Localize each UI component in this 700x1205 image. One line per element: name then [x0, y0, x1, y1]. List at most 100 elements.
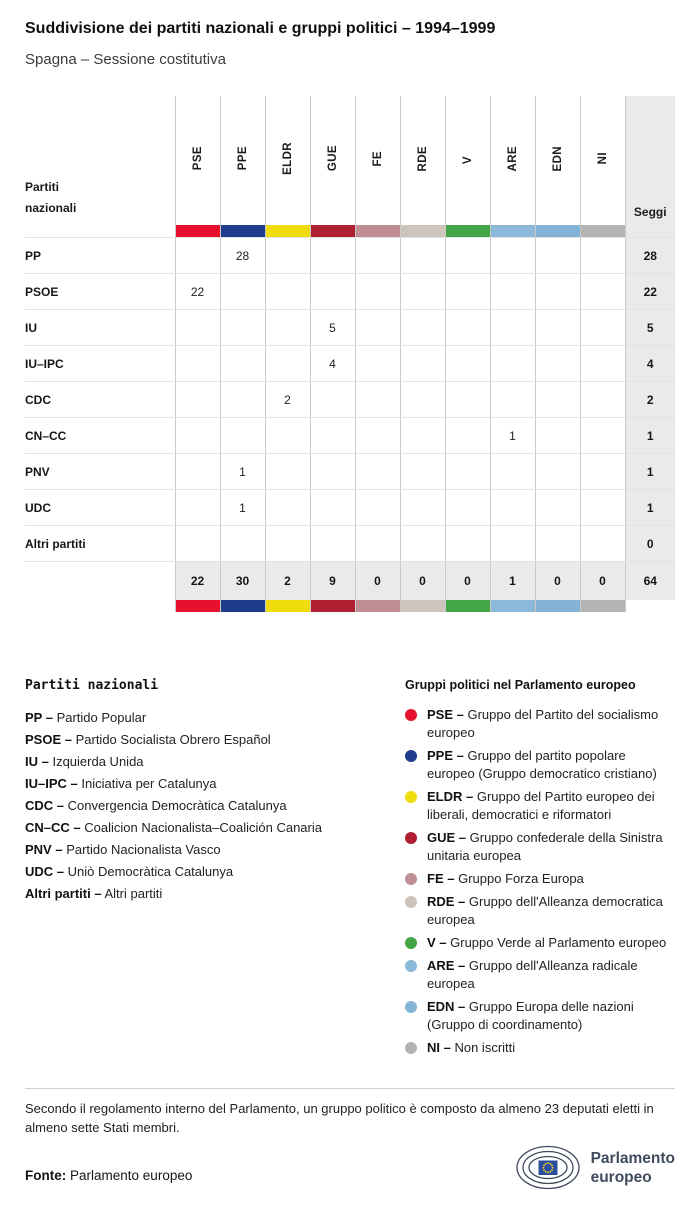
group-color-dot	[405, 1042, 417, 1054]
party-group-table: Partiti nazionali PSE PPE ELDR GUE FE RD…	[25, 96, 675, 612]
color-bar-rde	[399, 224, 445, 238]
group-desc: Gruppo Forza Europa	[458, 871, 584, 886]
party-label: CDC	[25, 381, 175, 418]
group-color-dot	[405, 896, 417, 908]
group-abbr: V –	[427, 935, 447, 950]
group-abbr: PPE –	[427, 748, 464, 763]
color-bar-edn	[534, 600, 580, 612]
total-seats: 64	[624, 561, 675, 600]
cell: 1	[219, 489, 265, 526]
group-color-bar-row	[25, 224, 675, 238]
legend-party-item: IU – Izquierda Unida	[25, 751, 405, 773]
legend-party-item: PSOE – Partido Socialista Obrero Español	[25, 729, 405, 751]
cell	[309, 489, 355, 526]
cell	[534, 309, 580, 346]
cell	[174, 237, 220, 274]
cell	[219, 345, 265, 382]
totals-row: 22 30 2 9 0 0 0 1 0 0 64	[25, 561, 675, 601]
cell	[264, 309, 310, 346]
seats-cell: 4	[624, 345, 675, 382]
seats-cell: 1	[624, 417, 675, 454]
cell	[444, 417, 490, 454]
infographic-page: Suddivisione dei partiti nazionali e gru…	[25, 20, 675, 1062]
column-header-seats: Seggi	[624, 96, 675, 224]
party-abbr: IU–IPC –	[25, 776, 78, 791]
total-value: 0	[399, 561, 445, 600]
table-row: PP 28 28	[25, 237, 675, 274]
column-header-eldr: ELDR	[264, 96, 310, 224]
cell	[309, 381, 355, 418]
total-value: 30	[219, 561, 265, 600]
table-row: CN–CC 1 1	[25, 417, 675, 454]
group-desc: Gruppo dell'Alleanza democratica europea	[427, 894, 663, 927]
cell	[354, 489, 400, 526]
cell	[264, 453, 310, 490]
party-label: Altri partiti	[25, 525, 175, 562]
color-bar-gue	[309, 224, 355, 238]
legend-party-item: IU–IPC – Iniciativa per Catalunya	[25, 773, 405, 795]
cell	[444, 237, 490, 274]
table-row: IU 5 5	[25, 309, 675, 346]
party-desc: Coalicion Nacionalista–Coalición Canaria	[84, 820, 322, 835]
total-value: 0	[534, 561, 580, 600]
column-header-rde: RDE	[399, 96, 445, 224]
column-header-pse: PSE	[174, 96, 220, 224]
cell	[579, 309, 625, 346]
group-color-bar-row-bottom	[25, 600, 675, 612]
legend-political-groups: Gruppi politici nel Parlamento europeo P…	[405, 678, 675, 1062]
legend-group-item: FE – Gruppo Forza Europa	[405, 870, 675, 888]
corner-label-line2: nazionali	[25, 201, 77, 215]
group-desc: Gruppo Europa delle nazioni (Gruppo di c…	[427, 999, 634, 1032]
cell	[489, 309, 535, 346]
table-row: PSOE 22 22	[25, 273, 675, 310]
cell	[354, 525, 400, 562]
cell	[354, 237, 400, 274]
color-bar-edn	[534, 224, 580, 238]
legend-group-item: ELDR – Gruppo del Partito europeo dei li…	[405, 788, 675, 824]
group-color-dot	[405, 791, 417, 803]
group-desc: Gruppo dell'Alleanza radicale europea	[427, 958, 638, 991]
party-label: PSOE	[25, 273, 175, 310]
cell	[579, 273, 625, 310]
cell	[489, 345, 535, 382]
party-desc: Izquierda Unida	[52, 754, 144, 769]
color-bar-rde	[399, 600, 445, 612]
cell	[309, 417, 355, 454]
group-color-dot	[405, 960, 417, 972]
cell	[399, 525, 445, 562]
empty-cell	[25, 562, 175, 601]
cell	[399, 453, 445, 490]
seats-cell: 5	[624, 309, 675, 346]
cell	[579, 489, 625, 526]
logo-wordmark-line2: europeo	[590, 1168, 652, 1186]
cell	[174, 309, 220, 346]
color-bar-fe	[354, 600, 400, 612]
group-desc: Gruppo Verde al Parlamento europeo	[450, 935, 667, 950]
cell	[264, 525, 310, 562]
cell	[309, 237, 355, 274]
legend-section: Partiti nazionali PP – Partido Popular P…	[25, 678, 675, 1062]
legend-group-item: GUE – Gruppo confederale della Sinistra …	[405, 829, 675, 865]
total-value: 2	[264, 561, 310, 600]
footnote: Secondo il regolamento interno del Parla…	[25, 1088, 675, 1137]
group-desc: Gruppo del Partito europeo dei liberali,…	[427, 789, 655, 822]
party-abbr: IU –	[25, 754, 49, 769]
page-title: Suddivisione dei partiti nazionali e gru…	[25, 20, 496, 37]
party-label: CN–CC	[25, 417, 175, 454]
cell	[579, 237, 625, 274]
cell	[354, 381, 400, 418]
empty-cell	[25, 224, 175, 238]
cell	[399, 273, 445, 310]
legend-group-item: ARE – Gruppo dell'Alleanza radicale euro…	[405, 957, 675, 993]
group-desc: Gruppo del Partito del socialismo europe…	[427, 707, 659, 740]
column-header-ppe: PPE	[219, 96, 265, 224]
cell	[264, 345, 310, 382]
color-bar-v	[444, 224, 490, 238]
corner-header: Partiti nazionali	[25, 96, 175, 224]
cell	[399, 417, 445, 454]
table-row: Altri partiti 0	[25, 525, 675, 562]
legend-group-item: PPE – Gruppo del partito popolare europe…	[405, 747, 675, 783]
cell	[309, 525, 355, 562]
cell	[579, 453, 625, 490]
cell	[219, 273, 265, 310]
